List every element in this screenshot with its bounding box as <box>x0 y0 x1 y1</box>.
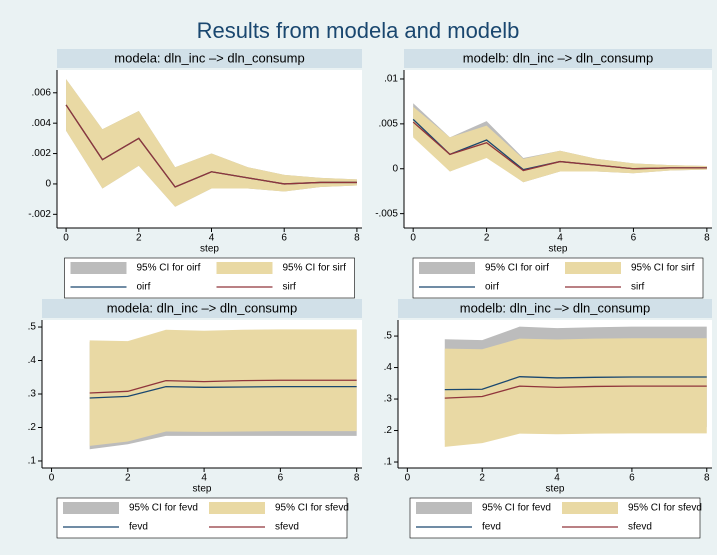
title-bar <box>398 299 712 318</box>
x-tick-label: 6 <box>278 473 284 484</box>
x-tick-label: 8 <box>354 233 360 244</box>
y-tick-label: .002 <box>32 148 52 159</box>
x-tick-label: 2 <box>136 233 142 244</box>
legend-label: 95% CI for sirf <box>283 263 347 274</box>
legend-swatch <box>565 262 621 274</box>
x-axis-title: step <box>546 484 565 495</box>
ci-band <box>66 79 357 207</box>
y-tick-label: .1 <box>28 456 37 467</box>
legend-swatch <box>209 502 265 514</box>
x-tick-label: 6 <box>631 233 637 244</box>
series-line <box>412 121 707 172</box>
x-tick-label: 4 <box>554 473 560 484</box>
y-tick-label: 0 <box>45 179 51 190</box>
x-tick-label: 2 <box>125 473 131 484</box>
legend-label: sirf <box>283 282 297 293</box>
y-tick-label: .5 <box>384 331 393 342</box>
series-line <box>89 379 357 394</box>
legend-label: 95% CI for fevd <box>482 503 551 514</box>
legend-label: sfevd <box>275 522 299 533</box>
x-tick-label: 8 <box>704 233 710 244</box>
main-title: Results from modela and modelb <box>197 18 520 43</box>
y-tick-label: -.005 <box>375 208 398 219</box>
x-tick-label: 0 <box>49 473 55 484</box>
x-tick-label: 0 <box>63 233 69 244</box>
panel-title: modela: dln_inc –> dln_consump <box>114 50 304 65</box>
y-tick-label: .2 <box>384 425 393 436</box>
ci-band <box>413 103 707 183</box>
panel-title: modelb: dln_inc –> dln_consump <box>463 50 653 65</box>
y-tick-label: .5 <box>28 322 37 333</box>
legend-swatch <box>416 502 472 514</box>
x-tick-label: 6 <box>281 233 287 244</box>
x-tick-label: 4 <box>209 233 215 244</box>
x-tick-label: 8 <box>704 473 710 484</box>
legend-label: sirf <box>631 282 645 293</box>
y-tick-label: .01 <box>384 74 398 85</box>
x-tick-label: 4 <box>201 473 207 484</box>
title-bar <box>57 49 362 68</box>
legend-label: fevd <box>482 522 501 533</box>
series-line <box>89 385 357 399</box>
y-tick-label: .006 <box>32 87 52 98</box>
x-tick-label: 0 <box>405 473 411 484</box>
legend-label: sfevd <box>628 522 652 533</box>
panel-title: modela: dln_inc –> dln_consump <box>107 300 297 315</box>
x-axis-title: step <box>549 244 568 255</box>
legend-label: 95% CI for sfevd <box>628 503 702 514</box>
x-tick-label: 6 <box>629 473 635 484</box>
x-axis-title: step <box>193 484 212 495</box>
x-tick-label: 8 <box>354 473 360 484</box>
legend-swatch <box>63 502 119 514</box>
y-tick-label: .3 <box>384 394 393 405</box>
series-line <box>444 376 707 391</box>
y-tick-label: .004 <box>32 118 52 129</box>
legend-label: 95% CI for sfevd <box>275 503 349 514</box>
legend-label: 95% CI for fevd <box>129 503 198 514</box>
y-tick-label: 0 <box>392 163 398 174</box>
x-tick-label: 2 <box>479 473 485 484</box>
legend-swatch <box>419 262 475 274</box>
legend-swatch <box>562 502 618 514</box>
title-bar <box>404 49 712 68</box>
panel-title: modelb: dln_inc –> dln_consump <box>460 300 650 315</box>
legend-swatch <box>70 262 127 274</box>
legend-label: 95% CI for oirf <box>485 263 549 274</box>
y-tick-label: .1 <box>384 457 393 468</box>
series-line <box>65 104 357 188</box>
y-tick-label: .3 <box>28 389 37 400</box>
legend-label: 95% CI for oirf <box>137 263 201 274</box>
x-tick-label: 0 <box>410 233 416 244</box>
series-line <box>444 385 707 399</box>
y-tick-label: .4 <box>28 355 37 366</box>
legend-swatch <box>216 262 273 274</box>
legend-label: oirf <box>137 282 151 293</box>
x-tick-label: 2 <box>484 233 490 244</box>
y-tick-label: -.002 <box>28 209 51 220</box>
legend-label: oirf <box>485 282 499 293</box>
legend-label: fevd <box>129 522 148 533</box>
title-bar <box>42 299 362 318</box>
ci-band <box>444 338 707 447</box>
y-tick-label: .4 <box>384 362 393 373</box>
x-tick-label: 4 <box>557 233 563 244</box>
legend-label: 95% CI for sirf <box>631 263 695 274</box>
y-tick-label: .2 <box>28 422 37 433</box>
y-tick-label: .005 <box>379 119 399 130</box>
ci-band <box>413 106 707 183</box>
x-axis-title: step <box>200 244 219 255</box>
